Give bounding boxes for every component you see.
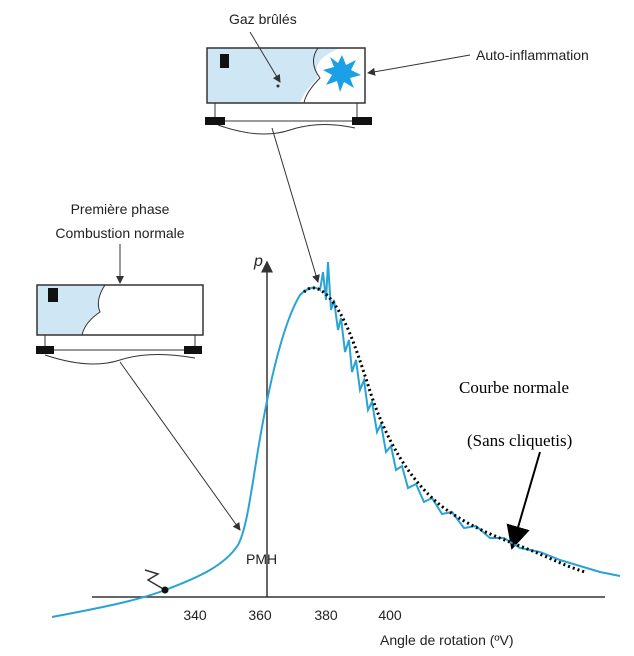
axis-label: Angle de rotation (ºV): [380, 632, 514, 648]
knock-cylinder: [205, 47, 372, 135]
label: Première phase: [71, 201, 170, 217]
x-tick-label: 400: [378, 607, 402, 623]
label: Gaz brûlés: [229, 11, 297, 27]
x-tick-label: 380: [314, 607, 338, 623]
knock-curve: [51, 261, 621, 618]
label: Combustion normale: [55, 225, 184, 241]
ignition-point: [161, 586, 169, 594]
label: PMH: [246, 551, 277, 567]
normal-cylinder: [36, 284, 204, 365]
arrows: [116, 31, 541, 591]
x-tick-label: 340: [183, 607, 207, 623]
normal-curve: [302, 286, 586, 574]
label: Auto-inflammation: [476, 47, 589, 63]
x-tick-label: 360: [248, 607, 272, 623]
label: (Sans cliquetis): [467, 431, 572, 450]
axis-label: p: [253, 253, 263, 270]
label: Courbe normale: [459, 378, 569, 397]
